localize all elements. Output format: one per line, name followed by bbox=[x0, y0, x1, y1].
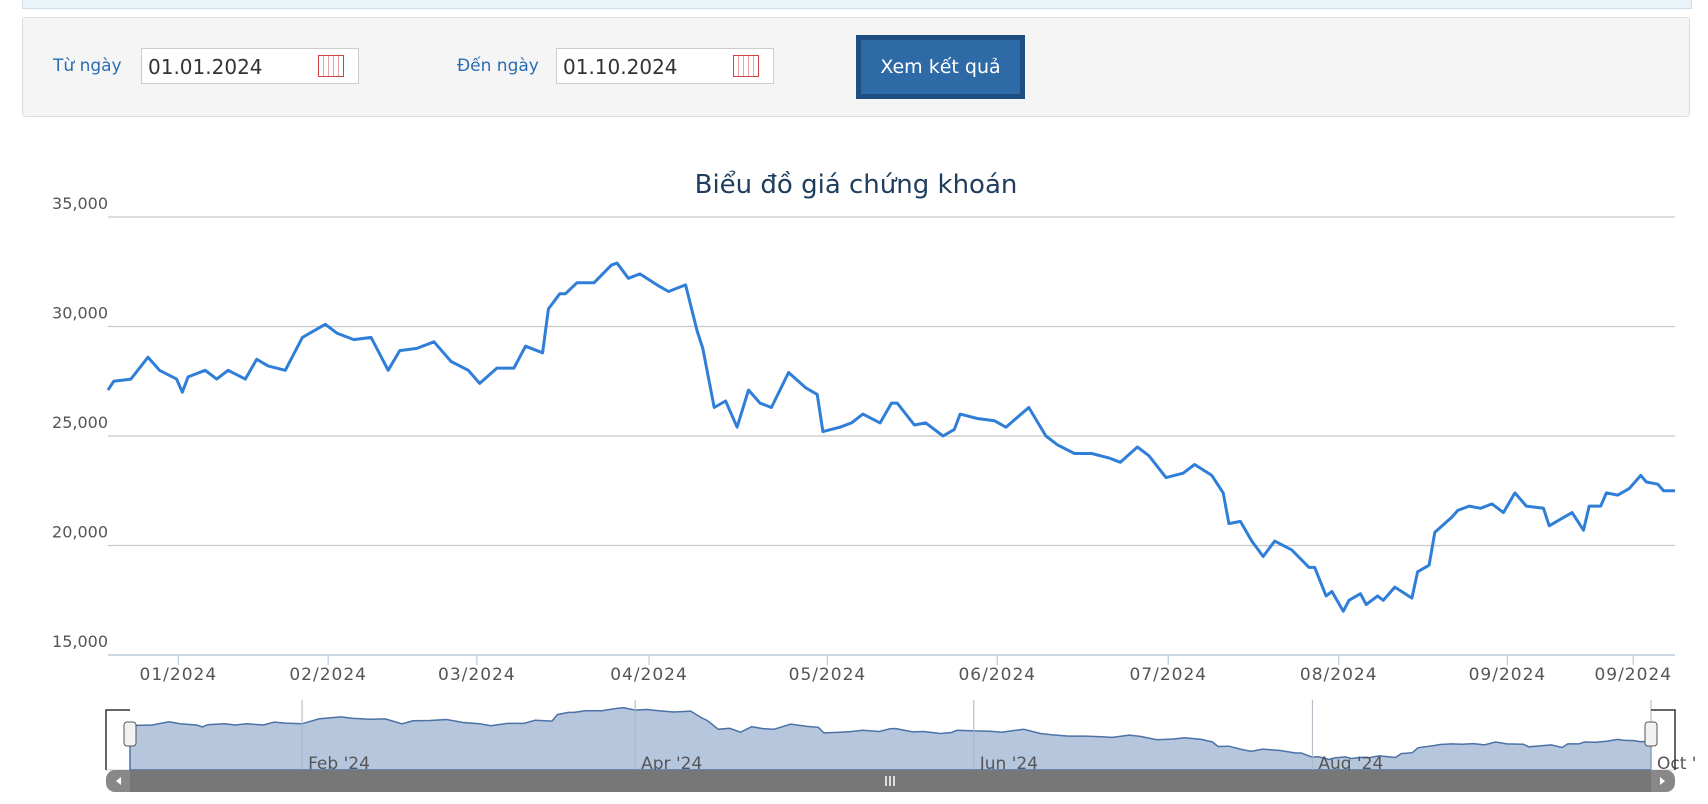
navigator-tick-label: Aug '24 bbox=[1318, 754, 1383, 774]
from-date-input[interactable]: 01.01.2024 bbox=[141, 48, 359, 84]
y-tick-label: 15,000 bbox=[52, 632, 108, 651]
price-line bbox=[106, 261, 1675, 613]
navigator-tick-label: Apr '24 bbox=[641, 754, 702, 774]
y-tick-label: 25,000 bbox=[52, 413, 108, 432]
navigator-outline bbox=[105, 709, 1676, 770]
submit-button[interactable]: Xem kết quả bbox=[856, 35, 1025, 99]
chart-title: Biểu đồ giá chứng khoán bbox=[695, 169, 1018, 200]
x-tick-label: 08/2024 bbox=[1300, 665, 1378, 685]
x-tick-label: 05/2024 bbox=[789, 665, 867, 685]
navigator-area bbox=[129, 707, 1652, 771]
top-strip bbox=[22, 0, 1692, 9]
button-label: Xem kết quả bbox=[861, 40, 1020, 94]
x-tick-label: 03/2024 bbox=[438, 665, 516, 685]
calendar-icon[interactable] bbox=[318, 55, 344, 77]
scrollbar-left-arrow[interactable] bbox=[116, 777, 121, 785]
x-tick-label: 04/2024 bbox=[610, 665, 688, 685]
to-date-input[interactable]: 01.10.2024 bbox=[556, 48, 774, 84]
x-tick-label: 02/2024 bbox=[289, 665, 367, 685]
from-date: 01.01.2024 bbox=[148, 55, 263, 79]
y-tick-label: 35,000 bbox=[52, 194, 108, 213]
navigator-handle[interactable] bbox=[123, 721, 137, 747]
from-label: Từ ngày bbox=[53, 56, 122, 76]
to-date: 01.10.2024 bbox=[563, 55, 678, 79]
y-tick-label: 30,000 bbox=[52, 304, 108, 323]
scrollbar-right-arrow[interactable] bbox=[1660, 777, 1665, 785]
y-tick-label: 20,000 bbox=[52, 523, 108, 542]
calendar-icon[interactable] bbox=[733, 55, 759, 77]
navigator-tick-label: Feb '24 bbox=[308, 754, 370, 774]
scrollbar-grip bbox=[885, 776, 895, 786]
navigator-tick-label: Jun '24 bbox=[979, 754, 1038, 774]
x-tick-label: 01/2024 bbox=[140, 665, 218, 685]
x-tick-label: 09/2024 bbox=[1594, 665, 1672, 685]
navigator-tick-label: Oct ' bbox=[1657, 754, 1696, 774]
x-tick-label: 09/2024 bbox=[1469, 665, 1547, 685]
to-label: Đến ngày bbox=[457, 56, 539, 76]
navigator-handle[interactable] bbox=[1644, 721, 1658, 747]
x-tick-label: 06/2024 bbox=[958, 665, 1036, 685]
x-tick-label: 07/2024 bbox=[1129, 665, 1207, 685]
